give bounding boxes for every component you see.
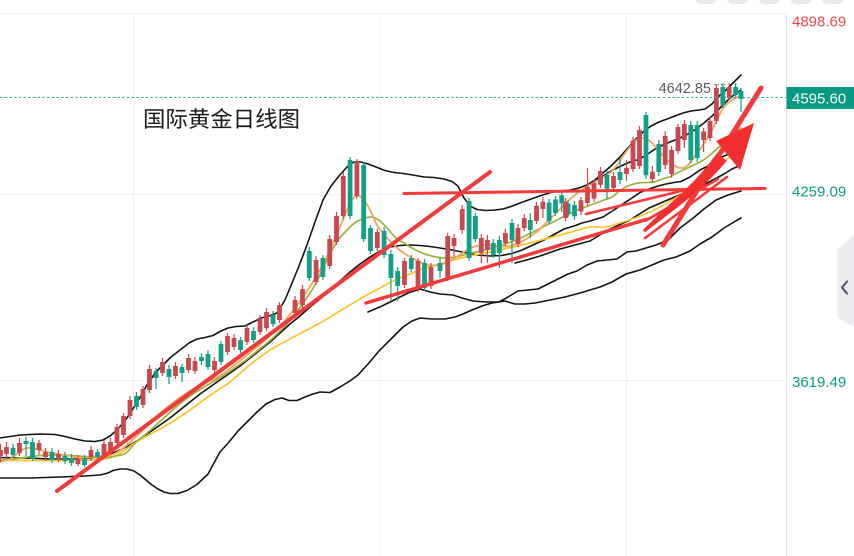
svg-text:4595.60: 4595.60	[792, 91, 846, 108]
svg-text:4642.85: 4642.85	[659, 81, 711, 97]
svg-text:3619.49: 3619.49	[792, 374, 846, 391]
svg-text:4898.69: 4898.69	[792, 14, 846, 31]
svg-text:4259.09: 4259.09	[792, 184, 846, 201]
